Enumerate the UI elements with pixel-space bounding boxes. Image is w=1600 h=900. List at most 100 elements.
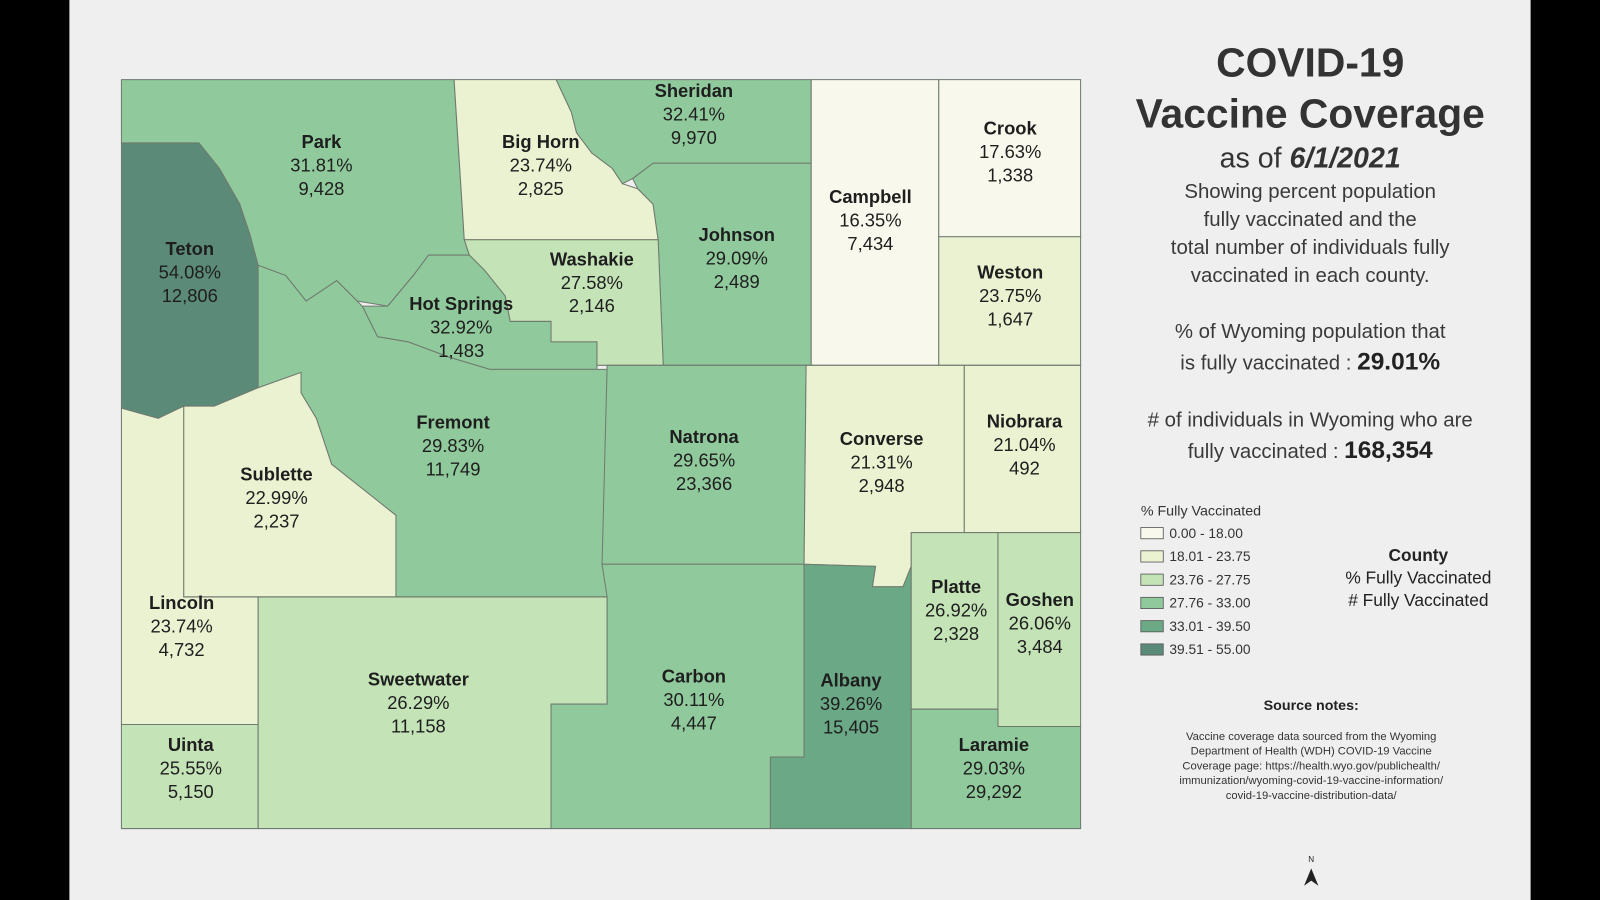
- legend-swatch: [1140, 643, 1164, 656]
- title: COVID-19: [1216, 40, 1404, 86]
- county-count: 2,146: [569, 295, 615, 316]
- info-panel: COVID-19 Vaccine Coverage as of 6/1/2021 Sh…: [1136, 40, 1492, 865]
- legend-label: 27.76 - 33.00: [1169, 596, 1250, 611]
- county-shape: [910, 708, 1082, 830]
- county-percent: 29.03%: [963, 757, 1025, 778]
- county-count: 12,806: [162, 285, 218, 306]
- legend-label: 18.01 - 23.75: [1169, 549, 1250, 564]
- county-name: Converse: [840, 428, 924, 449]
- county-count: 492: [1009, 457, 1040, 478]
- legend-title: % Fully Vaccinated: [1141, 503, 1261, 519]
- county-count: 9,970: [671, 127, 717, 148]
- county-percent: 29.83%: [422, 435, 484, 456]
- north-label: N: [1308, 855, 1314, 864]
- county-name: Goshen: [1006, 589, 1074, 610]
- county-count: 4,447: [671, 713, 717, 734]
- title: Vaccine Coverage: [1136, 91, 1485, 137]
- source-text: covid-19-vaccine-distribution-data/: [1226, 790, 1398, 802]
- county-count: 3,484: [1017, 636, 1063, 657]
- stat-line: # of individuals in Wyoming who are: [1148, 410, 1473, 432]
- county-name: Johnson: [698, 224, 775, 245]
- as-of-date: 6/1/2021: [1290, 142, 1401, 174]
- county-percent: 23.74%: [150, 616, 212, 637]
- county-count: 2,825: [518, 178, 564, 199]
- county-percent: 16.35%: [839, 210, 901, 231]
- county-count: 2,328: [933, 623, 979, 644]
- county-percent: 32.41%: [663, 103, 725, 124]
- as-of: as of 6/1/2021: [1220, 142, 1401, 174]
- legend-label: 0.00 - 18.00: [1169, 526, 1243, 541]
- legend-swatch: [1140, 573, 1164, 586]
- county-name: Niobrara: [987, 411, 1063, 432]
- north-arrow: [1304, 868, 1319, 886]
- county-percent: 21.04%: [993, 434, 1055, 455]
- county-percent: 39.26%: [820, 693, 882, 714]
- description: vaccinated in each county.: [1191, 265, 1430, 287]
- key-text: % Fully Vaccinated: [1345, 568, 1491, 588]
- description: total number of individuals fully: [1171, 237, 1451, 259]
- county-count: 15,405: [823, 717, 879, 738]
- legend-swatch: [1140, 596, 1164, 609]
- legend-label: 33.01 - 39.50: [1169, 619, 1250, 634]
- county-count: 2,237: [254, 511, 300, 532]
- county-name: Hot Springs: [409, 293, 513, 314]
- stat-text: is fully vaccinated :: [1180, 352, 1357, 374]
- county-percent: 26.06%: [1009, 613, 1071, 634]
- county-percent: 30.11%: [663, 689, 724, 710]
- county-percent: 23.74%: [510, 154, 572, 175]
- county-count: 4,732: [159, 639, 205, 660]
- source-text: Vaccine coverage data sourced from the W…: [1186, 731, 1436, 743]
- county-count: 1,647: [987, 309, 1033, 330]
- stat-line: is fully vaccinated : 29.01%: [1180, 348, 1440, 375]
- county-name: Lincoln: [149, 592, 214, 613]
- description: Showing percent population: [1184, 181, 1436, 203]
- county-count: 11,749: [426, 459, 481, 480]
- county-percent: 31.81%: [290, 154, 352, 175]
- legend-label: 23.76 - 27.75: [1169, 572, 1250, 587]
- county-percent: 54.08%: [159, 262, 221, 283]
- as-of-prefix: as of: [1220, 142, 1290, 174]
- source-text: immunization/wyoming-covid-19-vaccine-in…: [1179, 775, 1444, 787]
- county-name: Laramie: [959, 734, 1029, 755]
- source-title: Source notes:: [1264, 698, 1359, 714]
- counties: [120, 79, 1082, 830]
- legend-swatch: [1140, 527, 1164, 540]
- county-shape: [910, 532, 999, 710]
- county-name: Big Horn: [502, 131, 580, 152]
- county-percent: 22.99%: [245, 487, 307, 508]
- stat-line: fully vaccinated : 168,354: [1188, 437, 1433, 464]
- county-name: Campbell: [829, 186, 912, 207]
- stat-line: % of Wyoming population that: [1175, 321, 1446, 343]
- county-count: 29,292: [966, 781, 1022, 802]
- county-count: 7,434: [847, 233, 893, 254]
- county-name: Weston: [977, 262, 1043, 283]
- county-percent: 32.92%: [430, 317, 492, 338]
- county-percent: 21.31%: [850, 451, 912, 472]
- county-percent: 27.58%: [561, 272, 623, 293]
- county-name: Uinta: [168, 734, 215, 755]
- county-name: Washakie: [550, 248, 634, 269]
- stat-value: 168,354: [1344, 437, 1433, 464]
- county-percent: 26.29%: [387, 692, 449, 713]
- county-count: 2,489: [714, 271, 760, 292]
- county-percent: 25.55%: [160, 757, 222, 778]
- county-count: 1,483: [438, 340, 484, 361]
- county-name: Fremont: [416, 412, 489, 433]
- county-name: Park: [302, 131, 343, 152]
- county-name: Natrona: [669, 426, 739, 447]
- county-percent: 17.63%: [979, 141, 1041, 162]
- key-text: # Fully Vaccinated: [1348, 590, 1488, 610]
- county-count: 5,150: [168, 781, 214, 802]
- county-count: 11,158: [391, 716, 446, 737]
- legend-label: 39.51 - 55.00: [1169, 642, 1250, 657]
- source-text: Coverage page: https://health.wyo.gov/pu…: [1182, 760, 1440, 772]
- county-name: Sweetwater: [368, 669, 469, 690]
- county-name: Platte: [931, 576, 981, 597]
- description: fully vaccinated and the: [1204, 209, 1417, 231]
- county-percent: 29.09%: [706, 247, 768, 268]
- county-percent: 29.65%: [673, 449, 735, 470]
- county-name: Teton: [165, 238, 214, 259]
